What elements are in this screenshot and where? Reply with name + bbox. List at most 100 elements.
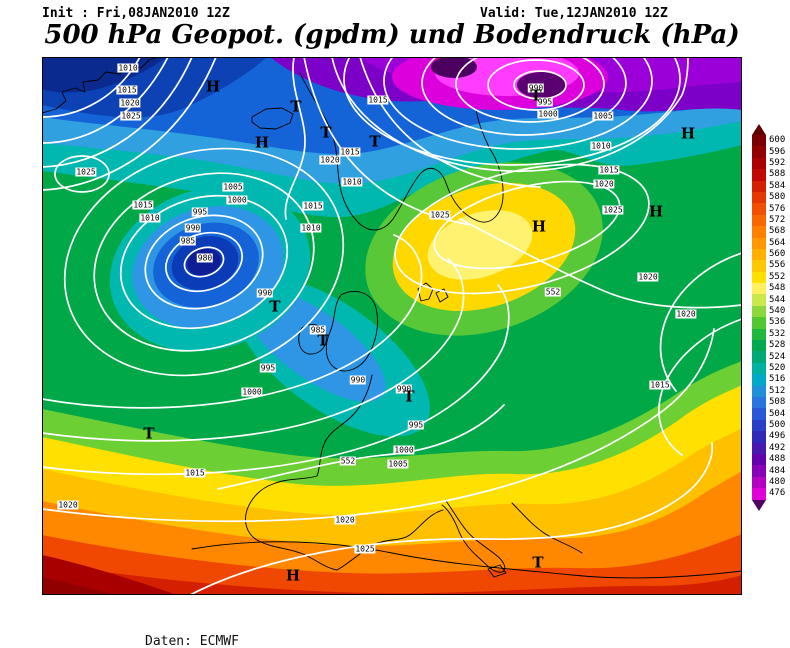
map-title: 500 hPa Geopot. (gpdm) und Bodendruck (h… bbox=[44, 20, 740, 50]
legend-value: 508 bbox=[769, 397, 786, 408]
legend-swatch bbox=[752, 340, 766, 352]
legend-row: 508 bbox=[752, 396, 790, 409]
legend-value: 592 bbox=[769, 157, 786, 168]
legend-swatch bbox=[752, 328, 766, 341]
legend-value: 596 bbox=[769, 146, 786, 157]
legend-swatch bbox=[752, 488, 766, 500]
legend-value: 560 bbox=[769, 249, 786, 260]
legend-value: 572 bbox=[769, 214, 786, 225]
legend-value: 568 bbox=[769, 226, 786, 237]
legend-swatch bbox=[752, 453, 766, 466]
legend-row: 588 bbox=[752, 169, 790, 181]
legend-swatch bbox=[752, 191, 766, 204]
init-time: Init : Fri,08JAN2010 12Z bbox=[42, 6, 230, 21]
legend-value: 556 bbox=[769, 260, 786, 271]
legend-value: 516 bbox=[769, 374, 786, 385]
legend-row: 532 bbox=[752, 328, 790, 341]
legend-row: 548 bbox=[752, 283, 790, 295]
legend-arrow-up-icon bbox=[752, 124, 766, 135]
legend-swatch bbox=[752, 396, 766, 409]
legend-swatch bbox=[752, 283, 766, 295]
legend-value: 584 bbox=[769, 180, 786, 191]
legend-row: 500 bbox=[752, 419, 790, 432]
legend-value: 564 bbox=[769, 237, 786, 248]
legend-swatch bbox=[752, 362, 766, 375]
legend-swatch bbox=[752, 260, 766, 272]
legend-row: 584 bbox=[752, 180, 790, 192]
legend-row: 512 bbox=[752, 385, 790, 397]
legend-row: 568 bbox=[752, 226, 790, 238]
legend-value: 512 bbox=[769, 385, 786, 396]
legend-value: 524 bbox=[769, 351, 786, 362]
legend-row: 480 bbox=[752, 476, 790, 489]
legend-swatch bbox=[752, 237, 766, 249]
legend-swatch bbox=[752, 317, 766, 329]
map-container: 1010 1015 1020 1025 1025 1015 1010 1005 1000 995 9… bbox=[42, 57, 742, 595]
legend-row: 596 bbox=[752, 146, 790, 158]
legend-value: 484 bbox=[769, 465, 786, 476]
legend-swatch bbox=[752, 305, 766, 318]
legend-swatch bbox=[752, 169, 766, 181]
legend-row: 488 bbox=[752, 453, 790, 466]
legend-value: 544 bbox=[769, 294, 786, 305]
legend-value: 536 bbox=[769, 317, 786, 328]
legend-value: 540 bbox=[769, 306, 786, 317]
legend-value: 488 bbox=[769, 454, 786, 465]
legend-row: 496 bbox=[752, 431, 790, 443]
legend-row: 600 bbox=[752, 135, 790, 147]
map-frame bbox=[42, 57, 742, 595]
legend-swatch bbox=[752, 135, 766, 147]
legend-value: 580 bbox=[769, 192, 786, 203]
legend-value: 476 bbox=[769, 488, 786, 499]
legend-value: 504 bbox=[769, 408, 786, 419]
legend-row: 476 bbox=[752, 488, 790, 500]
legend-row: 564 bbox=[752, 237, 790, 249]
valid-time: Valid: Tue,12JAN2010 12Z bbox=[480, 6, 668, 21]
legend-row: 504 bbox=[752, 408, 790, 420]
legend-swatch bbox=[752, 203, 766, 215]
legend-arrow-down-icon bbox=[752, 499, 766, 511]
legend-row: 484 bbox=[752, 465, 790, 477]
legend-scale: 600 596 592 588 584 580 576 572 568 564 560 556 552 5… bbox=[752, 135, 790, 500]
legend-row: 524 bbox=[752, 351, 790, 363]
legend-swatch bbox=[752, 465, 766, 477]
legend-value: 532 bbox=[769, 328, 786, 339]
legend-swatch bbox=[752, 294, 766, 306]
legend-value: 520 bbox=[769, 363, 786, 373]
legend-swatch bbox=[752, 442, 766, 454]
legend-value: 492 bbox=[769, 442, 786, 453]
legend-swatch bbox=[752, 351, 766, 363]
legend-swatch bbox=[752, 157, 766, 170]
legend-row: 528 bbox=[752, 340, 790, 352]
legend-swatch bbox=[752, 214, 766, 227]
legend-swatch bbox=[752, 180, 766, 192]
legend-swatch bbox=[752, 431, 766, 443]
legend-row: 536 bbox=[752, 317, 790, 329]
legend-row: 552 bbox=[752, 271, 790, 284]
legend-value: 548 bbox=[769, 283, 786, 294]
legend-value: 552 bbox=[769, 271, 786, 282]
legend-row: 492 bbox=[752, 442, 790, 454]
geopotential-legend: 600 596 592 588 584 580 576 572 568 564 560 556 552 5… bbox=[752, 124, 790, 511]
legend-swatch bbox=[752, 385, 766, 397]
weather-map bbox=[42, 57, 742, 595]
legend-row: 592 bbox=[752, 157, 790, 170]
legend-swatch bbox=[752, 476, 766, 489]
legend-row: 540 bbox=[752, 305, 790, 318]
legend-row: 520 bbox=[752, 362, 790, 375]
legend-swatch bbox=[752, 226, 766, 238]
legend-value: 588 bbox=[769, 169, 786, 180]
legend-row: 560 bbox=[752, 248, 790, 261]
legend-value: 496 bbox=[769, 431, 786, 442]
isobar-lines bbox=[42, 57, 742, 595]
legend-swatch bbox=[752, 419, 766, 432]
legend-row: 516 bbox=[752, 374, 790, 386]
legend-row: 556 bbox=[752, 260, 790, 272]
data-source: Daten: ECMWF bbox=[145, 634, 239, 648]
legend-swatch bbox=[752, 248, 766, 261]
legend-row: 576 bbox=[752, 203, 790, 215]
legend-row: 580 bbox=[752, 191, 790, 204]
legend-row: 572 bbox=[752, 214, 790, 227]
legend-row: 544 bbox=[752, 294, 790, 306]
